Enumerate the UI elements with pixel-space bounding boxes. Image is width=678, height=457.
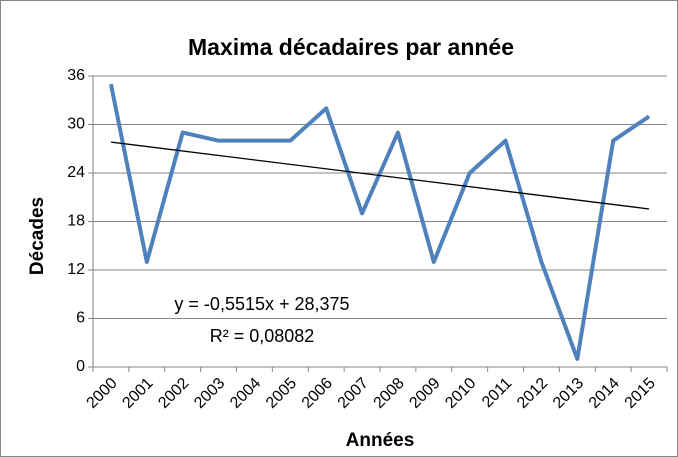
y-tick-label: 30 (67, 116, 85, 133)
y-tick-label: 12 (67, 261, 85, 278)
trend-r2: R² = 0,08082 (210, 326, 315, 346)
y-tick-label: 0 (76, 358, 85, 375)
data-line (108, 83, 651, 361)
trendline (110, 141, 650, 210)
y-tick-label: 18 (67, 213, 85, 230)
y-tick-label: 36 (67, 67, 85, 84)
y-tick-label: 6 (76, 310, 85, 327)
chart-title: Maxima décadaires par année (188, 34, 514, 60)
y-axis-label: Décades (27, 197, 48, 275)
y-tick-label: 24 (67, 164, 85, 181)
x-axis-label: Années (346, 430, 415, 451)
trend-equation: y = -0,5515x + 28,375 (174, 294, 349, 314)
